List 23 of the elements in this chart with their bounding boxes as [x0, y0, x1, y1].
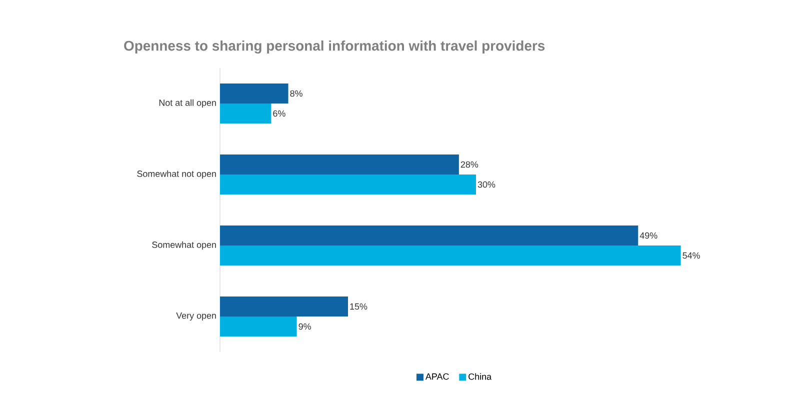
bar	[220, 246, 681, 266]
bar	[220, 154, 459, 174]
data-label: 8%	[290, 90, 302, 97]
data-label: 9%	[298, 323, 311, 330]
chart-title: Openness to sharing personal information with travel providers	[124, 40, 545, 54]
data-label: 49%	[640, 232, 658, 239]
y-tick-label: Very open	[176, 312, 216, 321]
data-label: 54%	[682, 252, 700, 259]
bar	[220, 296, 348, 317]
y-tick-label: Not at all open	[159, 99, 216, 108]
data-label: 15%	[350, 303, 368, 310]
legend-label: APAC	[425, 373, 449, 380]
bar	[220, 226, 638, 246]
data-label: 30%	[478, 181, 496, 188]
data-label: 28%	[460, 161, 478, 168]
legend-label: China	[468, 373, 492, 380]
bar	[220, 316, 297, 337]
data-label: 6%	[273, 110, 286, 117]
y-tick-label: Somewhat not open	[137, 170, 216, 179]
y-tick-label: Somewhat open	[152, 241, 216, 250]
bar	[220, 104, 272, 124]
bar	[220, 174, 476, 194]
bar	[220, 84, 288, 104]
